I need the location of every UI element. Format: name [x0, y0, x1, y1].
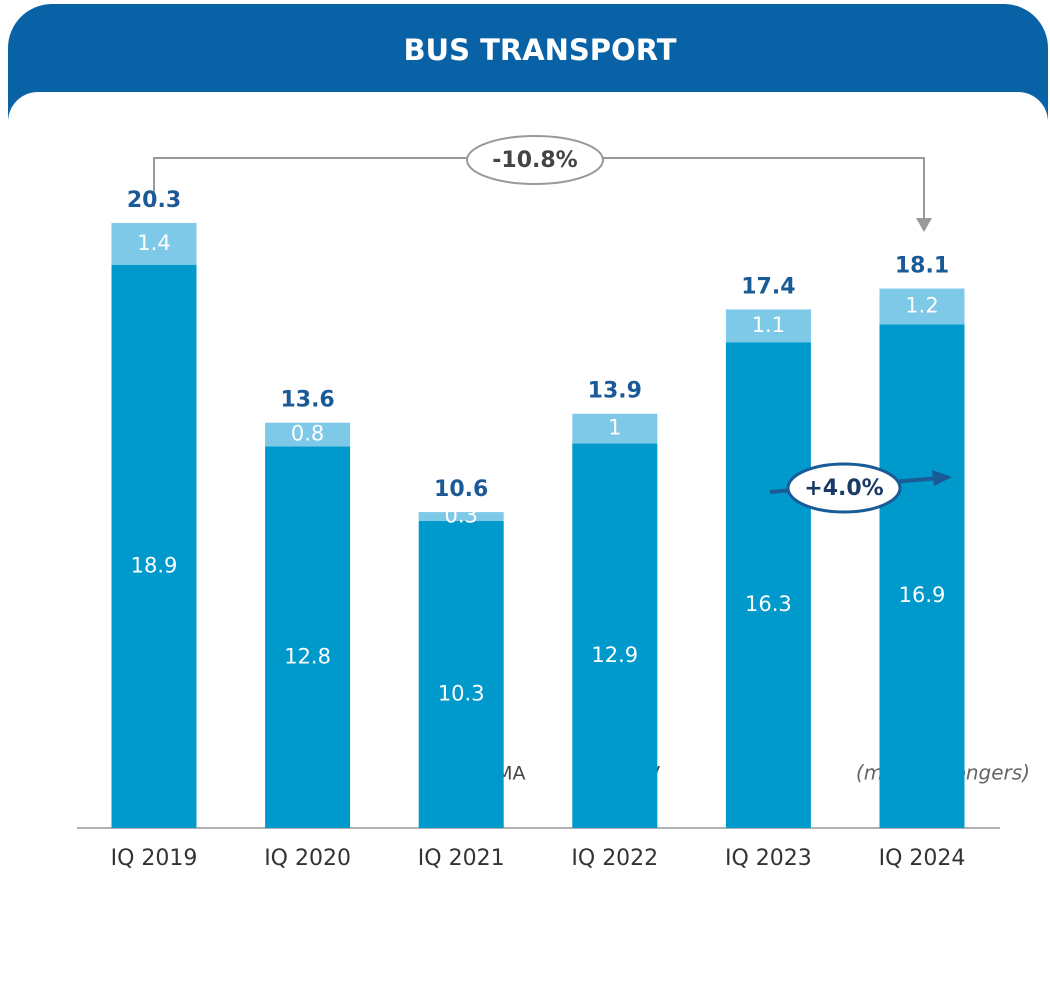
bar-segment — [879, 288, 965, 325]
bar-segment — [572, 443, 658, 828]
x-tick-label: IQ 2021 — [418, 846, 505, 871]
value-label: 10.3 — [438, 682, 485, 706]
x-tick-label: IQ 2019 — [111, 846, 198, 871]
bar-segment — [265, 422, 351, 447]
bar-segment — [265, 446, 351, 828]
value-label: 1 — [608, 416, 621, 440]
bar-segment — [725, 309, 811, 343]
value-label: 18.9 — [131, 553, 178, 577]
bar-segment — [879, 324, 965, 828]
bar-segment — [572, 413, 658, 444]
bubble — [466, 135, 604, 185]
annotation: -10.8% — [492, 148, 577, 173]
annotation: +4.0% — [804, 476, 883, 501]
value-label: 1.2 — [905, 293, 938, 317]
total-label: 20.3 — [127, 188, 181, 213]
value-label: 12.9 — [591, 643, 638, 667]
value-label: 16.9 — [899, 583, 946, 607]
value-label: 1.4 — [137, 231, 170, 255]
value-label: 12.8 — [284, 644, 331, 668]
value-label: 16.3 — [745, 592, 792, 616]
value-label: 1.1 — [752, 313, 785, 337]
growth-arrow-head — [932, 470, 952, 486]
x-tick-label: IQ 2023 — [725, 846, 812, 871]
bar-segment — [111, 223, 197, 265]
bubble — [786, 462, 902, 514]
total-label: 13.6 — [280, 388, 334, 413]
growth-annotation: +4.0% — [769, 462, 952, 514]
total-label: 10.6 — [434, 477, 488, 502]
bar-segment — [418, 521, 504, 828]
value-label: 0.8 — [291, 422, 324, 446]
total-label: 13.9 — [588, 379, 642, 404]
x-tick-label: IQ 2020 — [264, 846, 351, 871]
bar-segment — [418, 512, 504, 522]
bar-segment — [111, 264, 197, 829]
x-tick-label: IQ 2024 — [879, 846, 966, 871]
bar-segment — [725, 342, 811, 828]
bracket-arrow — [916, 218, 932, 232]
total-label: 18.1 — [895, 254, 949, 279]
value-label: 0.3 — [444, 504, 477, 528]
chart-title: BUS TRANSPORT — [403, 33, 676, 67]
total-label: 17.4 — [741, 274, 795, 299]
x-tick-label: IQ 2022 — [571, 846, 658, 871]
